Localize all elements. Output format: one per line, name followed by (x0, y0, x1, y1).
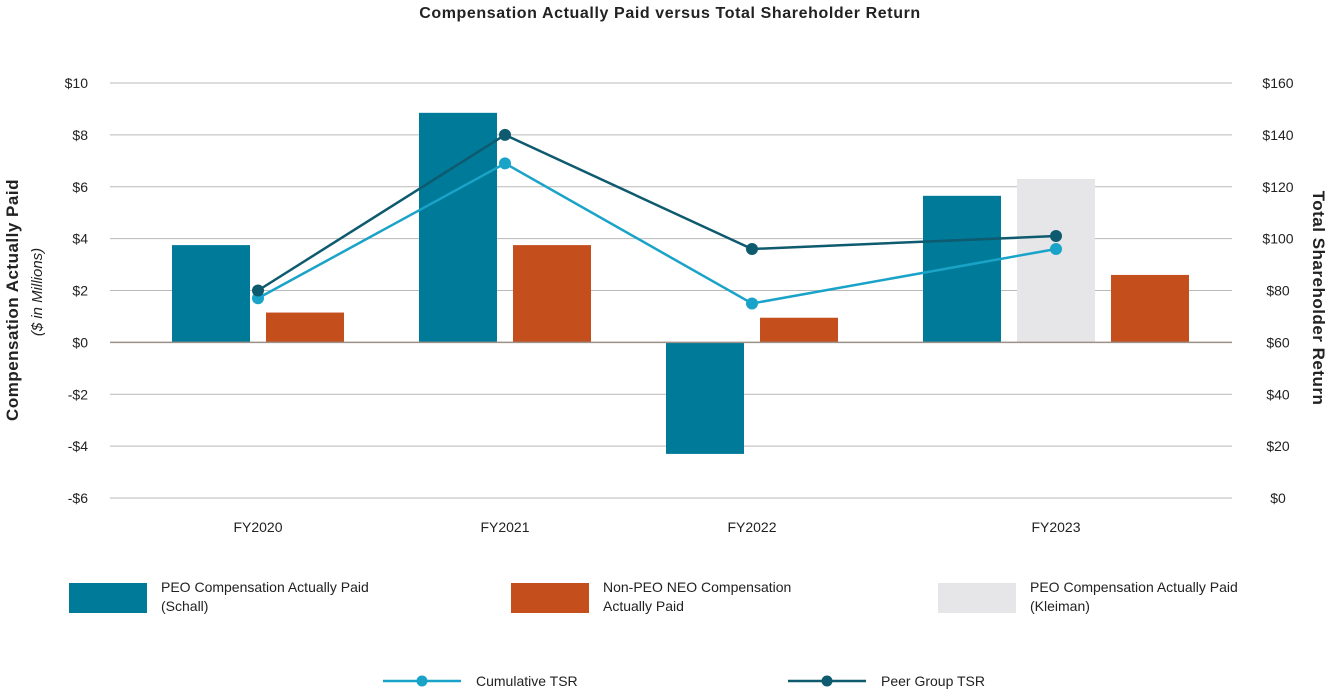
legend: PEO Compensation Actually Paid (Schall) No… (69, 579, 1238, 689)
legend-label: (Kleiman) (1030, 598, 1090, 614)
cumulative-tsr-point (746, 297, 758, 310)
cumulative-tsr-line (257, 161, 1057, 305)
legend-line-marker (821, 675, 833, 687)
bar-peo-compensation-actually-paid-schall--fy2021 (419, 112, 497, 343)
legend-line-marker (416, 675, 428, 687)
right-tick-label: $120 (1262, 179, 1293, 195)
right-tick-label: $60 (1266, 334, 1290, 350)
tsr-lines (252, 128, 1062, 310)
peer-group-tsr-point (252, 284, 264, 297)
left-tick-label: $0 (72, 334, 88, 350)
bar-peo-compensation-actually-paid-schall--fy2022 (666, 342, 744, 454)
cumulative-tsr-point (1050, 243, 1062, 255)
right-tick-label: $20 (1266, 438, 1290, 454)
bar-non-peo-neo-compensation-actually-paid-fy2023 (1111, 274, 1189, 343)
legend-swatch (938, 583, 1016, 613)
category-labels: FY2020 FY2021 FY2022 FY2023 (233, 519, 1080, 535)
bar-peo-compensation-actually-paid-kleiman--fy2023 (1017, 178, 1095, 343)
left-tick-label: $10 (65, 75, 89, 91)
bar-non-peo-neo-compensation-actually-paid-fy2022 (760, 317, 838, 343)
legend-label: Actually Paid (603, 598, 684, 614)
right-tick-label: $0 (1270, 490, 1286, 506)
category-label: FY2023 (1031, 519, 1080, 535)
left-tick-label: $6 (72, 179, 88, 195)
legend-label: PEO Compensation Actually Paid (1030, 579, 1238, 595)
legend-label: Peer Group TSR (881, 673, 985, 689)
right-axis-ticks: $160 $140 $120 $100 $80 $60 $40 $20 $0 (1262, 75, 1293, 506)
legend-swatch (511, 583, 589, 613)
legend-label: (Schall) (161, 598, 208, 614)
left-tick-label: $8 (72, 127, 88, 143)
left-tick-label: -$4 (68, 438, 88, 454)
right-tick-label: $80 (1266, 283, 1290, 299)
bar-peo-compensation-actually-paid-schall--fy2020 (172, 245, 250, 343)
legend-label: PEO Compensation Actually Paid (161, 579, 369, 595)
left-axis-ticks: $10 $8 $6 $4 $2 $0 -$2 -$4 -$6 (65, 75, 89, 506)
right-tick-label: $40 (1266, 386, 1290, 402)
legend-swatch (69, 583, 147, 613)
legend-label: Non-PEO NEO Compensation (603, 579, 791, 595)
chart-title: Compensation Actually Paid versus Total … (419, 5, 921, 22)
category-label: FY2022 (727, 519, 776, 535)
legend-label: Cumulative TSR (476, 673, 578, 689)
right-tick-label: $100 (1262, 231, 1293, 247)
peer-group-tsr-line (257, 133, 1057, 292)
cumulative-tsr-point (499, 157, 511, 170)
left-tick-label: -$6 (68, 490, 88, 506)
left-axis-subtitle: ($ in Millions) (29, 248, 46, 336)
right-axis-title: Total Shareholder Return (1309, 191, 1328, 406)
peer-group-tsr-point (746, 243, 758, 255)
peer-group-tsr-point (499, 128, 511, 141)
category-label: FY2021 (480, 519, 529, 535)
right-tick-label: $140 (1262, 127, 1293, 143)
left-tick-label: $4 (72, 231, 88, 247)
left-tick-label: $2 (72, 283, 88, 299)
left-tick-label: -$2 (68, 386, 88, 402)
peer-group-tsr-point (1050, 230, 1062, 243)
category-label: FY2020 (233, 519, 282, 535)
bar-non-peo-neo-compensation-actually-paid-fy2020 (266, 312, 344, 343)
bar-peo-compensation-actually-paid-schall--fy2023 (923, 195, 1001, 343)
bar-non-peo-neo-compensation-actually-paid-fy2021 (513, 245, 591, 343)
left-axis-title: Compensation Actually Paid (3, 179, 22, 421)
bars (172, 112, 1189, 454)
right-tick-label: $160 (1262, 75, 1293, 91)
